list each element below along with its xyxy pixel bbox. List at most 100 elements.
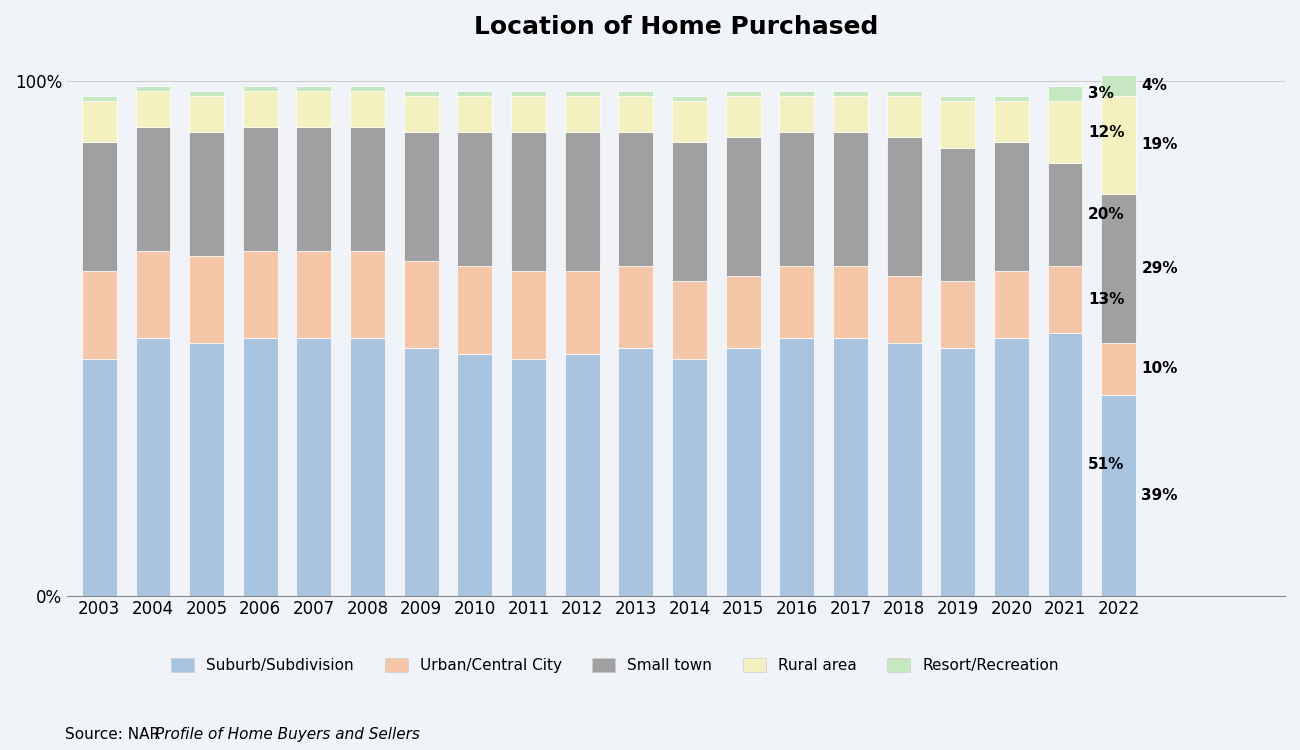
- Text: 39%: 39%: [1141, 488, 1178, 502]
- Bar: [1048, 86, 1083, 101]
- Bar: [350, 86, 385, 91]
- Bar: [458, 96, 493, 132]
- Bar: [350, 127, 385, 250]
- Bar: [672, 142, 707, 281]
- Bar: [994, 142, 1028, 272]
- Bar: [350, 338, 385, 596]
- Bar: [619, 266, 654, 349]
- Text: 4%: 4%: [1141, 78, 1167, 93]
- Bar: [833, 132, 868, 266]
- Text: 19%: 19%: [1141, 137, 1178, 152]
- Bar: [725, 276, 760, 349]
- Bar: [404, 261, 438, 349]
- Bar: [1048, 163, 1083, 266]
- Bar: [619, 96, 654, 132]
- Bar: [135, 91, 170, 127]
- Text: 20%: 20%: [1088, 207, 1124, 222]
- Bar: [82, 142, 117, 272]
- Bar: [458, 132, 493, 266]
- Bar: [511, 272, 546, 358]
- Bar: [1101, 194, 1136, 344]
- Bar: [458, 266, 493, 353]
- Bar: [672, 358, 707, 596]
- Bar: [725, 349, 760, 596]
- Text: 3%: 3%: [1088, 86, 1114, 101]
- Bar: [350, 91, 385, 127]
- Bar: [296, 251, 332, 338]
- Bar: [243, 251, 278, 338]
- Bar: [1101, 344, 1136, 394]
- Bar: [779, 91, 814, 96]
- Bar: [190, 91, 224, 96]
- Bar: [135, 251, 170, 338]
- Bar: [243, 338, 278, 596]
- Bar: [940, 96, 975, 101]
- Bar: [1048, 101, 1083, 163]
- Bar: [940, 349, 975, 596]
- Bar: [296, 91, 332, 127]
- Bar: [833, 266, 868, 338]
- Bar: [779, 132, 814, 266]
- Text: 51%: 51%: [1088, 457, 1124, 472]
- Bar: [511, 358, 546, 596]
- Bar: [564, 272, 599, 353]
- Bar: [619, 91, 654, 96]
- Text: Source: NAR: Source: NAR: [65, 727, 165, 742]
- Bar: [672, 281, 707, 358]
- Bar: [887, 137, 922, 276]
- Legend: Suburb/Subdivision, Urban/Central City, Small town, Rural area, Resort/Recreatio: Suburb/Subdivision, Urban/Central City, …: [165, 652, 1065, 680]
- Text: Profile of Home Buyers and Sellers: Profile of Home Buyers and Sellers: [156, 727, 420, 742]
- Bar: [994, 101, 1028, 142]
- Bar: [82, 358, 117, 596]
- Bar: [887, 276, 922, 344]
- Bar: [1101, 394, 1136, 596]
- Bar: [135, 338, 170, 596]
- Bar: [564, 96, 599, 132]
- Bar: [994, 272, 1028, 338]
- Bar: [619, 349, 654, 596]
- Bar: [190, 96, 224, 132]
- Bar: [243, 127, 278, 250]
- Bar: [887, 91, 922, 96]
- Bar: [672, 101, 707, 142]
- Text: 10%: 10%: [1141, 362, 1178, 376]
- Bar: [404, 349, 438, 596]
- Text: 13%: 13%: [1088, 292, 1124, 307]
- Bar: [940, 148, 975, 281]
- Text: 29%: 29%: [1141, 261, 1178, 276]
- Bar: [404, 91, 438, 96]
- Bar: [725, 137, 760, 276]
- Bar: [833, 96, 868, 132]
- Bar: [82, 101, 117, 142]
- Bar: [779, 96, 814, 132]
- Bar: [458, 91, 493, 96]
- Bar: [243, 91, 278, 127]
- Bar: [190, 344, 224, 596]
- Bar: [243, 86, 278, 91]
- Bar: [296, 127, 332, 250]
- Bar: [511, 96, 546, 132]
- Bar: [135, 127, 170, 250]
- Bar: [725, 91, 760, 96]
- Bar: [564, 353, 599, 596]
- Bar: [833, 338, 868, 596]
- Bar: [619, 132, 654, 266]
- Bar: [82, 272, 117, 358]
- Bar: [994, 96, 1028, 101]
- Bar: [1048, 266, 1083, 333]
- Bar: [887, 344, 922, 596]
- Bar: [190, 256, 224, 344]
- Bar: [511, 91, 546, 96]
- Bar: [82, 96, 117, 101]
- Bar: [725, 96, 760, 137]
- Bar: [1048, 333, 1083, 596]
- Bar: [404, 132, 438, 261]
- Text: 12%: 12%: [1088, 124, 1124, 140]
- Bar: [779, 266, 814, 338]
- Bar: [564, 91, 599, 96]
- Bar: [511, 132, 546, 272]
- Bar: [350, 251, 385, 338]
- Bar: [135, 86, 170, 91]
- Bar: [994, 338, 1028, 596]
- Bar: [887, 96, 922, 137]
